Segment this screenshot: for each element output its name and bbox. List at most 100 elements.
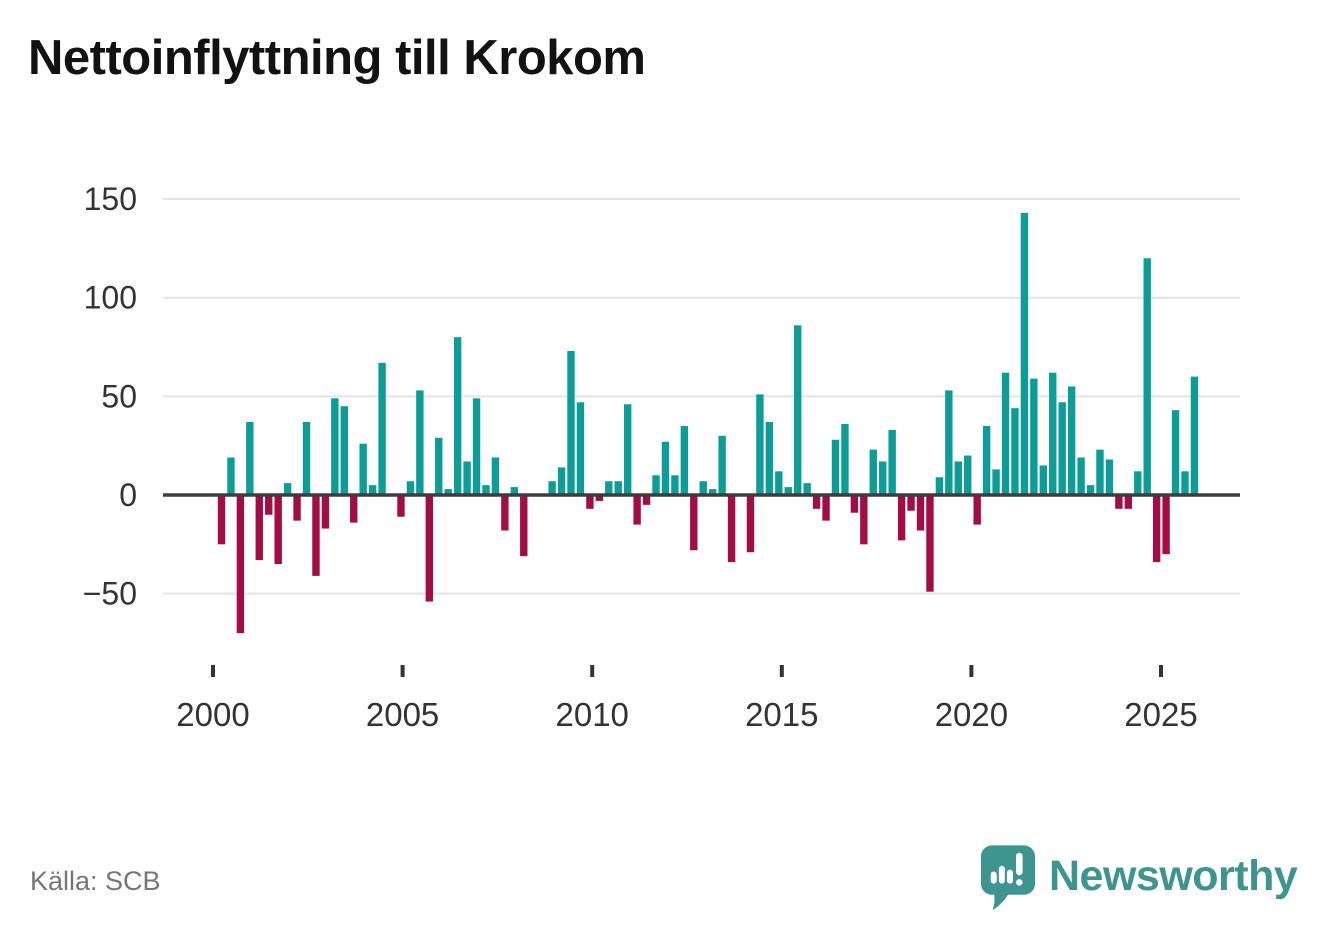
bar: [1162, 495, 1170, 555]
x-axis-label: 2000: [176, 696, 249, 733]
bar: [435, 437, 443, 495]
bar: [1067, 386, 1076, 496]
bar: [520, 495, 528, 557]
bar: [283, 483, 292, 495]
bar: [595, 495, 604, 501]
exclamation-dot: [1016, 879, 1023, 886]
y-axis-label: −50: [83, 576, 137, 612]
bar: [1039, 465, 1047, 495]
bar: [350, 495, 358, 523]
bar: [491, 457, 500, 495]
bar: [879, 461, 887, 495]
bar: [1011, 408, 1019, 495]
bar: [661, 441, 670, 495]
bar: [614, 481, 622, 495]
bar: [586, 495, 594, 509]
x-axis-label: 2005: [366, 696, 439, 733]
bar: [312, 495, 320, 576]
bar: [765, 422, 774, 495]
bar: [255, 495, 263, 561]
bar: [1077, 457, 1085, 495]
bar: [869, 449, 877, 495]
bar: [633, 495, 641, 525]
bar: [794, 325, 802, 495]
bar: [576, 402, 585, 495]
bar: [992, 469, 1000, 495]
bar: [973, 495, 981, 525]
bar: [897, 495, 906, 541]
newsworthy-logo-icon: [980, 843, 1036, 918]
bar: [397, 495, 405, 517]
bar: [727, 495, 736, 563]
newsworthy-wordmark: Newsworthy: [1049, 852, 1298, 900]
bar: [444, 489, 452, 495]
bar: [708, 489, 717, 495]
bar: [680, 425, 689, 495]
bar: [1049, 372, 1057, 495]
newsworthy-logo: Newsworthy: [980, 843, 1298, 918]
mini-bar-3: [1006, 869, 1013, 884]
bar: [756, 394, 764, 495]
bar: [236, 495, 245, 634]
bar: [1030, 378, 1038, 495]
bar: [803, 483, 811, 495]
bar: [378, 362, 386, 495]
bar: [1096, 449, 1104, 495]
bar: [784, 487, 792, 495]
bar: [510, 487, 519, 495]
bar: [1171, 410, 1180, 495]
bar: [340, 406, 348, 495]
bar: [425, 495, 434, 602]
bar: [406, 481, 415, 495]
bar: [1190, 376, 1199, 495]
bar: [265, 495, 273, 515]
bar: [567, 350, 575, 495]
net-migration-bar-chart: 150 100 50 0 −50 2000 2005 2010 2015 2020 2025: [83, 181, 1240, 733]
bar: [482, 485, 490, 495]
bar: [888, 429, 896, 495]
bar: [1152, 495, 1161, 563]
bar: [699, 481, 707, 495]
bar: [463, 461, 471, 495]
bar: [916, 495, 925, 531]
bar: [926, 495, 934, 592]
bar: [1058, 402, 1066, 495]
bar: [1134, 471, 1142, 495]
bar: [954, 461, 962, 495]
bar: [1124, 495, 1133, 509]
bar: [982, 425, 991, 495]
bar: [671, 475, 679, 495]
x-axis-label: 2010: [555, 696, 628, 733]
y-axis-label: 50: [101, 378, 137, 414]
bar: [368, 485, 377, 495]
bar: [472, 398, 481, 495]
bar: [1105, 459, 1114, 495]
x-axis-label: 2025: [1124, 696, 1197, 733]
bar: [850, 495, 859, 513]
source-note: Källa: SCB: [30, 866, 161, 896]
bar: [331, 398, 339, 495]
bar: [217, 495, 226, 545]
y-axis-label: 100: [84, 280, 137, 316]
bar: [775, 471, 783, 495]
bar: [246, 422, 254, 495]
bar: [321, 495, 330, 529]
bar: [841, 423, 849, 495]
bar: [1020, 212, 1029, 496]
mini-bar-2: [998, 865, 1005, 884]
bar: [642, 495, 651, 505]
bar: [812, 495, 821, 509]
bar: [557, 467, 566, 495]
bar: [453, 337, 462, 495]
bar: [964, 455, 972, 495]
bar: [501, 495, 509, 531]
bar: [907, 495, 915, 511]
bar: [1181, 471, 1189, 495]
bar: [605, 481, 613, 495]
bar: [359, 443, 367, 495]
exclamation-bar: [1016, 852, 1023, 876]
bar: [822, 495, 830, 521]
bar: [1001, 372, 1010, 495]
bar: [652, 475, 660, 495]
